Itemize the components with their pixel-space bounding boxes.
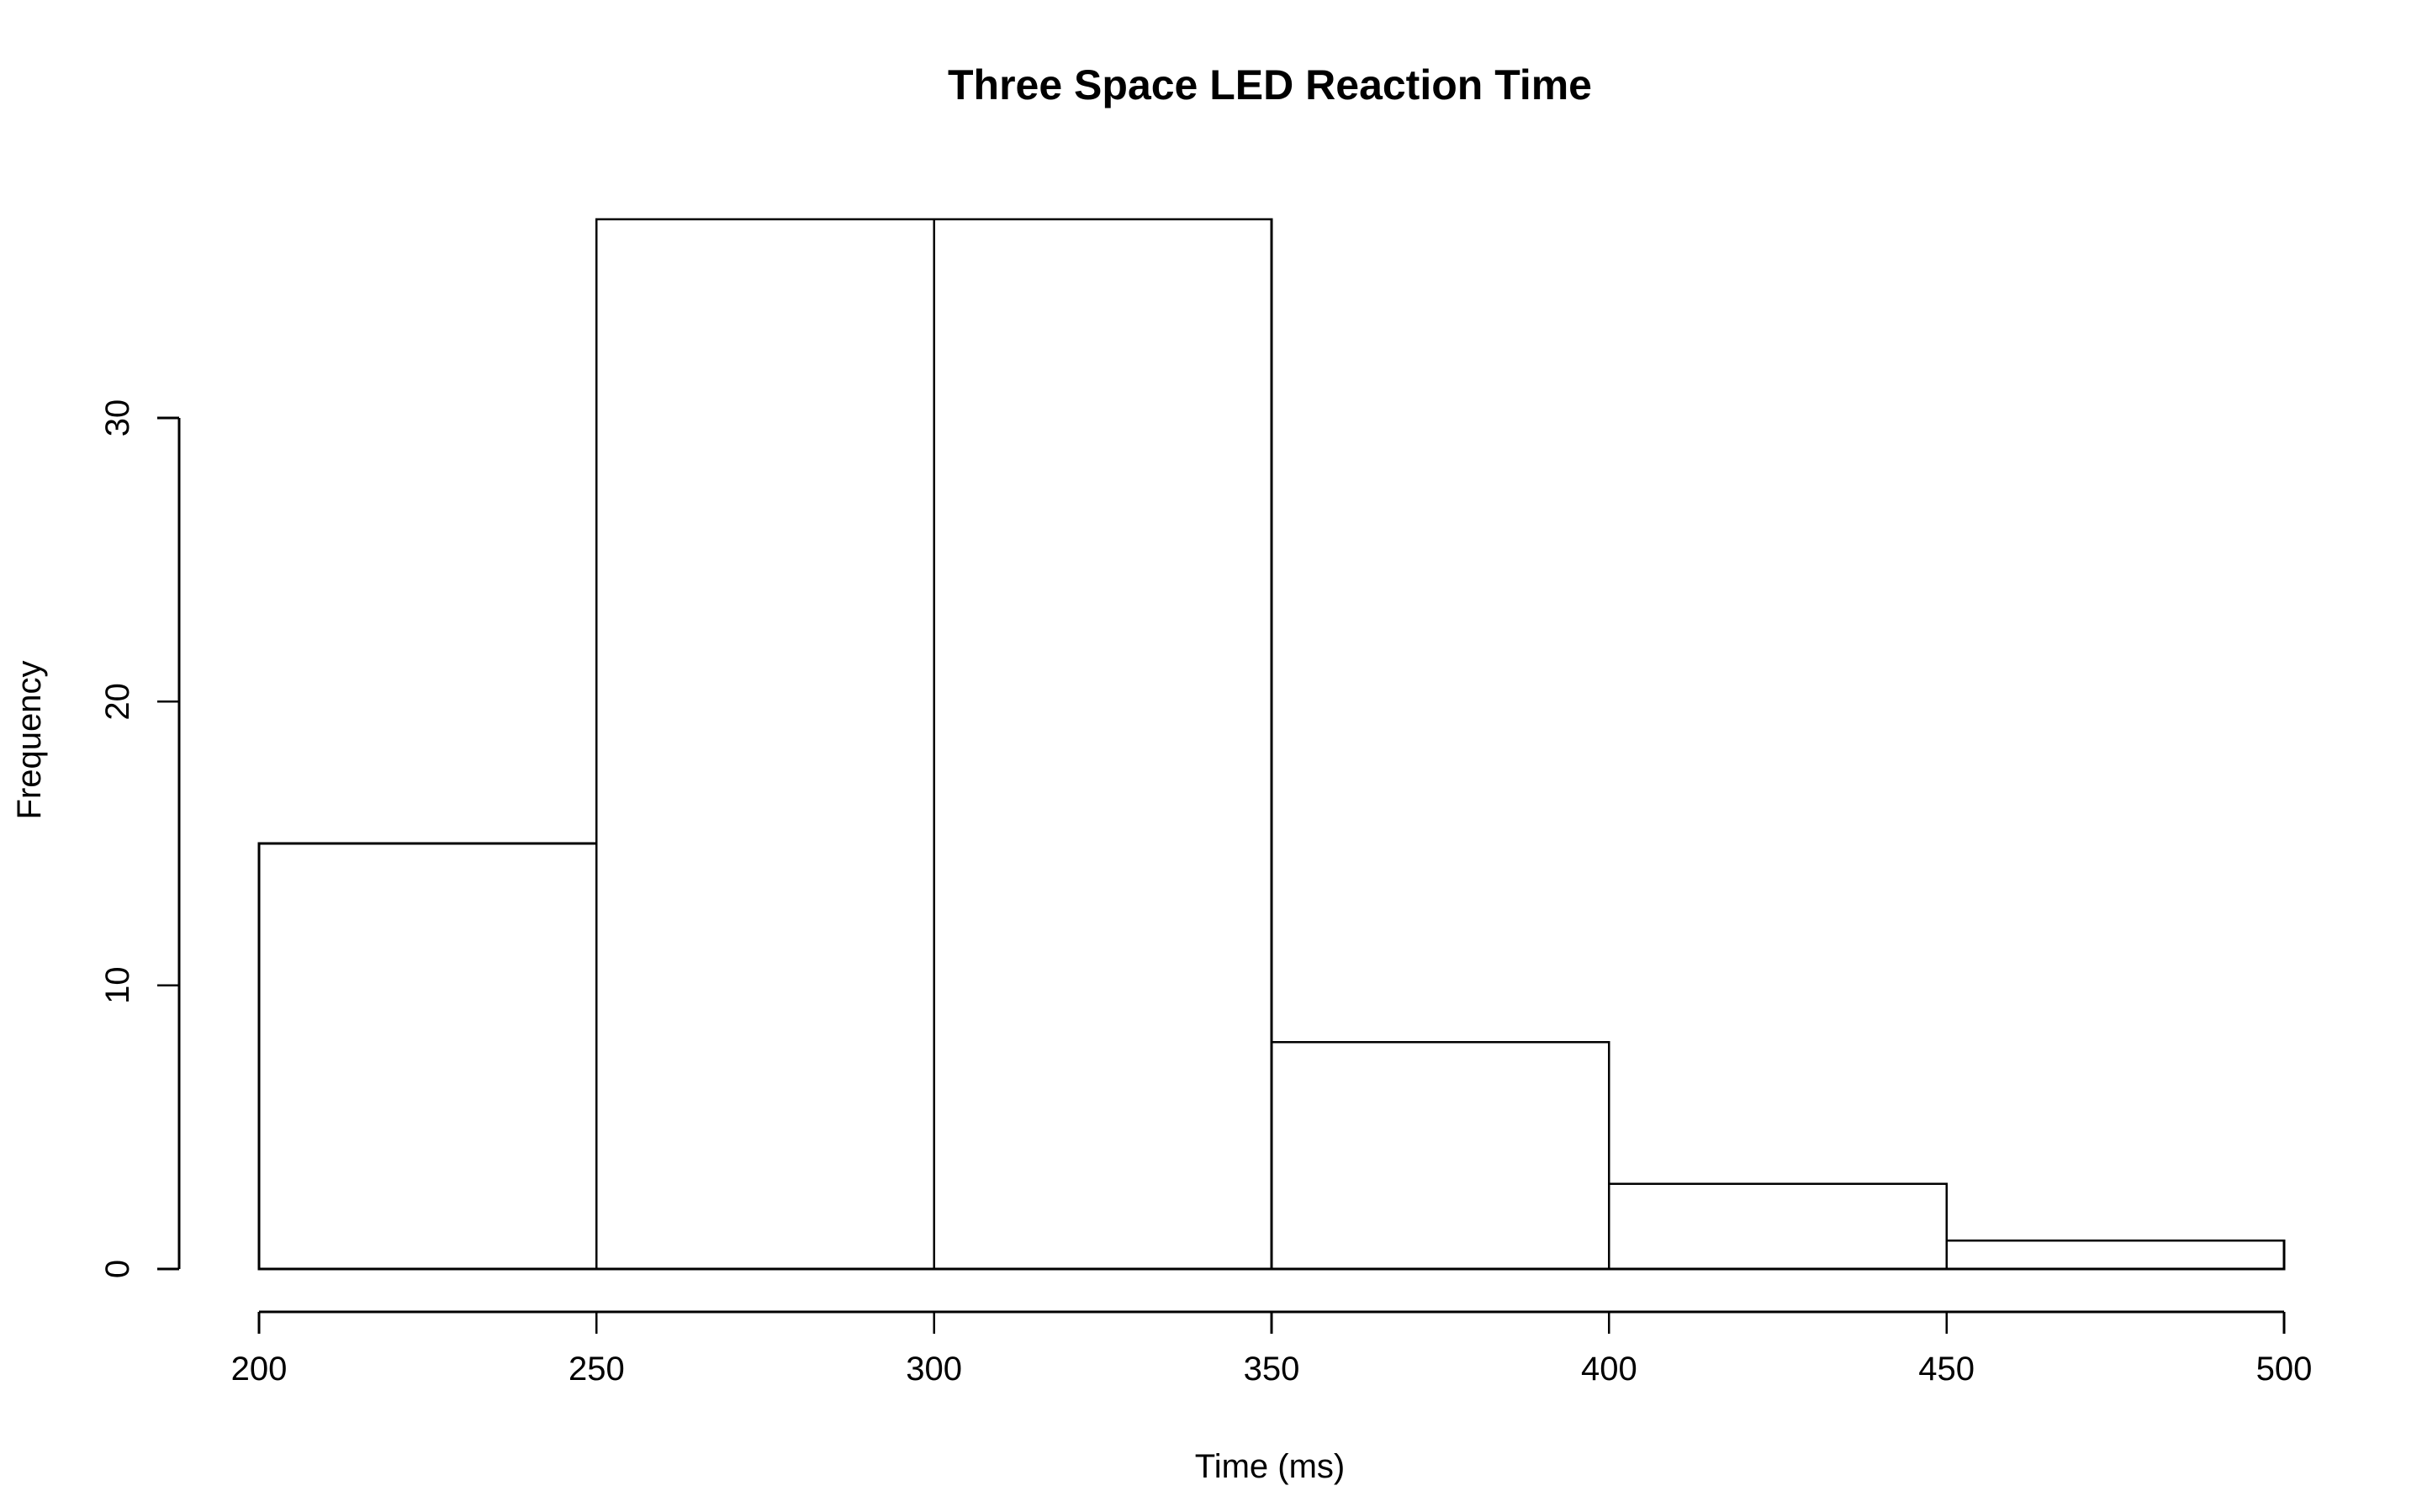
x-tick-label-300: 300 bbox=[906, 1351, 962, 1388]
y-axis: 0 10 20 30 bbox=[99, 399, 181, 1278]
histogram-bar-2 bbox=[595, 218, 935, 1271]
x-axis: 200 250 300 350 400 450 500 bbox=[231, 1310, 2313, 1388]
x-axis-label: Time (ms) bbox=[1195, 1448, 1345, 1485]
x-tick-label-350: 350 bbox=[1244, 1351, 1300, 1388]
x-tick-label-500: 500 bbox=[2256, 1351, 2313, 1388]
histogram-bar-1 bbox=[257, 842, 598, 1271]
histogram-bar-5 bbox=[1608, 1182, 1948, 1271]
y-tick-label-10: 10 bbox=[99, 966, 136, 1004]
y-tick-label-20: 20 bbox=[99, 683, 136, 721]
x-tick-label-200: 200 bbox=[231, 1351, 288, 1388]
y-tick-label-0: 0 bbox=[99, 1260, 136, 1278]
histogram-bar-4 bbox=[1270, 1040, 1610, 1271]
histogram-bars bbox=[257, 218, 2286, 1271]
x-tick-label-450: 450 bbox=[1918, 1351, 1975, 1388]
x-tick-label-400: 400 bbox=[1581, 1351, 1637, 1388]
histogram-bar-3 bbox=[933, 218, 1273, 1271]
y-axis-label: Frequency bbox=[11, 661, 48, 820]
histogram-bar-6 bbox=[1945, 1239, 2286, 1271]
x-tick-label-250: 250 bbox=[568, 1351, 625, 1388]
chart-title: Three Space LED Reaction Time bbox=[948, 61, 1592, 108]
y-tick-label-30: 30 bbox=[99, 399, 136, 437]
